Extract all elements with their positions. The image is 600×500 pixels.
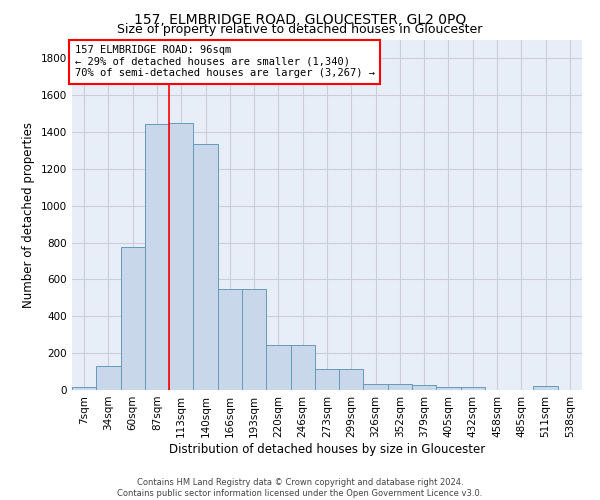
Bar (461, 387, 485, 390)
Text: Contains HM Land Registry data © Crown copyright and database right 2024.
Contai: Contains HM Land Registry data © Crown c… (118, 478, 482, 498)
Bar (339, 369, 364, 390)
Bar (388, 384, 412, 390)
Bar (96, 366, 121, 390)
Bar (218, 288, 242, 390)
Bar (364, 384, 388, 390)
Bar (266, 345, 290, 390)
Bar (533, 386, 558, 390)
Bar (436, 386, 461, 390)
Bar (315, 369, 339, 390)
Bar (145, 124, 169, 390)
Bar (193, 144, 218, 390)
X-axis label: Distribution of detached houses by size in Gloucester: Distribution of detached houses by size … (169, 442, 485, 456)
Bar (169, 123, 193, 390)
Bar (242, 288, 266, 390)
Text: Size of property relative to detached houses in Gloucester: Size of property relative to detached ho… (118, 22, 482, 36)
Bar (412, 386, 436, 390)
Text: 157 ELMBRIDGE ROAD: 96sqm
← 29% of detached houses are smaller (1,340)
70% of se: 157 ELMBRIDGE ROAD: 96sqm ← 29% of detac… (74, 46, 374, 78)
Bar (290, 345, 315, 390)
Bar (72, 387, 96, 390)
Text: 157, ELMBRIDGE ROAD, GLOUCESTER, GL2 0PQ: 157, ELMBRIDGE ROAD, GLOUCESTER, GL2 0PQ (134, 12, 466, 26)
Bar (121, 247, 145, 390)
Y-axis label: Number of detached properties: Number of detached properties (22, 122, 35, 308)
